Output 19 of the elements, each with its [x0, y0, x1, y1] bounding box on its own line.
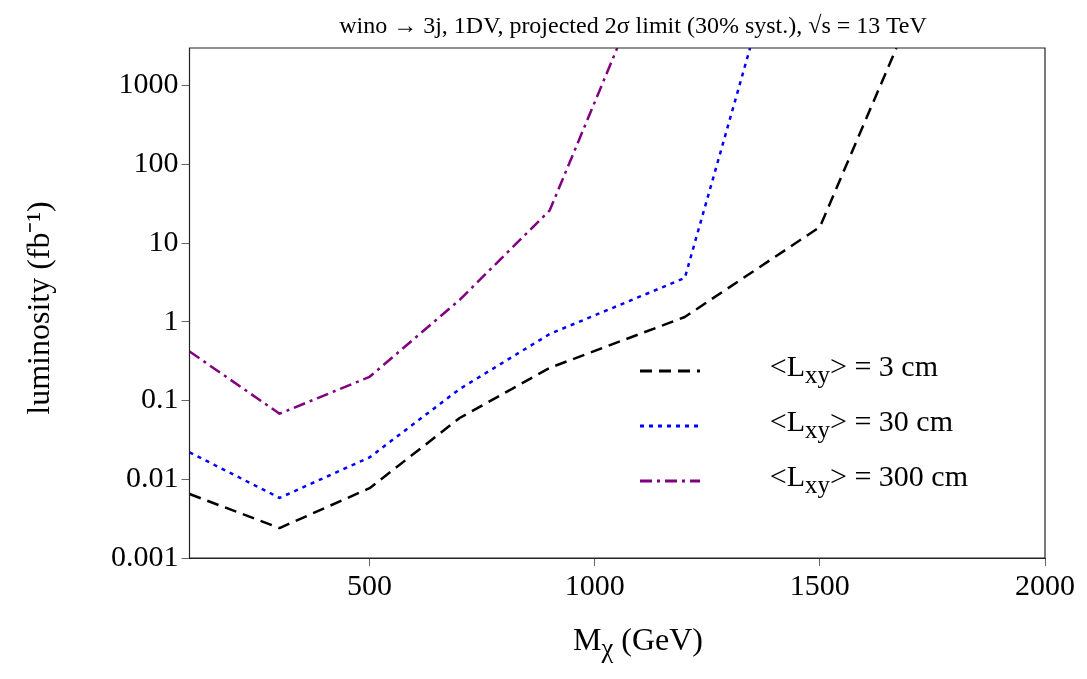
chart-title: wino → 3j, 1DV, projected 2σ limit (30% syst.), √s = 13 TeV: [338, 12, 928, 39]
y-axis-title: luminosity (fb⁻¹): [18, 201, 57, 415]
x-axis-title: M$_{χ}$ (GeV): [572, 620, 704, 664]
y-tick-label: 1000: [118, 66, 179, 100]
legend-label: <L$_{xy}$> = 300 cm: [769, 458, 968, 500]
y-tick-label: 1: [163, 302, 179, 336]
x-tick-label: 2000: [1015, 567, 1075, 601]
x-tick-label: 500: [347, 567, 393, 601]
x-tick-label: 1000: [564, 567, 625, 601]
y-tick-label: 0.001: [111, 538, 179, 572]
legend-label: <L$_{xy}$> = 3 cm: [769, 348, 938, 390]
y-tick-label: 0.01: [126, 460, 179, 494]
line-series: [189, 48, 752, 500]
line-series: [189, 48, 619, 415]
y-tick-label: 10: [148, 223, 179, 257]
legend-label: <L$_{xy}$> = 30 cm: [769, 403, 953, 445]
y-tick-label: 0.1: [141, 381, 179, 415]
y-tick-label: 100: [133, 145, 179, 179]
x-tick-label: 1500: [789, 567, 850, 601]
